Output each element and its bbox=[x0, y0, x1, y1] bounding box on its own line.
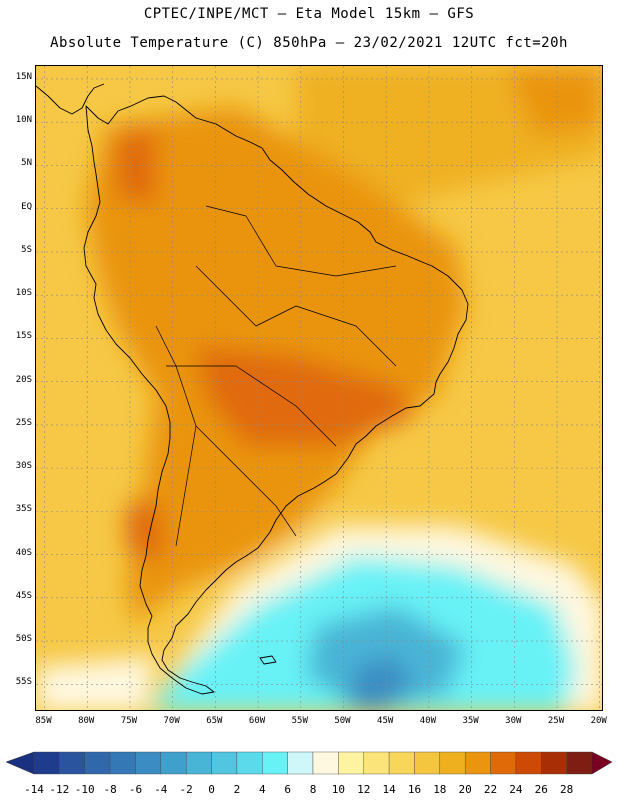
lat-tick-label: 15S bbox=[15, 331, 32, 342]
lon-tick-label: 25W bbox=[547, 716, 565, 726]
colorbar-tick-label: 6 bbox=[284, 783, 291, 796]
colorbar-tick-label: -8 bbox=[103, 783, 117, 796]
colorbar-overflow-triangle bbox=[591, 751, 613, 775]
lon-tick-label: 30W bbox=[505, 716, 522, 726]
colorbar-tick-label: 2 bbox=[233, 783, 241, 796]
colorbar-tick-label: 18 bbox=[433, 783, 447, 796]
colorbar-swatch bbox=[262, 751, 288, 775]
colorbar bbox=[5, 751, 613, 775]
lon-tick-label: 40W bbox=[419, 716, 437, 726]
colorbar-tick-label: -4 bbox=[154, 783, 168, 796]
colorbar-tick-label: -12 bbox=[49, 783, 70, 796]
colorbar-swatch bbox=[109, 751, 136, 775]
lon-tick-label: 70W bbox=[163, 716, 180, 726]
temperature-field bbox=[36, 66, 602, 710]
colorbar-tick-label: 12 bbox=[357, 783, 371, 796]
lat-tick-label: 40S bbox=[15, 547, 32, 558]
heat-core-center bbox=[196, 346, 416, 446]
colorbar-swatch bbox=[338, 751, 364, 775]
lat-tick-label: 45S bbox=[15, 590, 32, 601]
colorbar-swatch bbox=[236, 751, 263, 775]
lat-tick-label: 20S bbox=[15, 374, 32, 385]
lat-tick-label: EQ bbox=[21, 201, 32, 212]
colorbar-tick-label: 8 bbox=[309, 783, 317, 796]
colorbar-swatch bbox=[464, 751, 491, 775]
colorbar-tick-label: 28 bbox=[560, 783, 574, 796]
colorbar-swatch bbox=[84, 751, 111, 775]
lon-tick-label: 65W bbox=[206, 716, 223, 726]
lat-tick-label: 10N bbox=[15, 115, 32, 126]
colorbar-swatch bbox=[414, 751, 441, 775]
lat-tick-label: 55S bbox=[15, 677, 32, 688]
colorbar-tick-label: -14 bbox=[24, 783, 44, 796]
colorbar-swatch bbox=[211, 751, 238, 775]
lat-tick-label: 35S bbox=[15, 504, 32, 515]
south-america-coastline bbox=[83, 95, 469, 695]
colorbar-tick-label: 4 bbox=[258, 783, 266, 796]
lat-tick-label: 50S bbox=[15, 634, 32, 645]
colorbar-swatch bbox=[185, 751, 212, 775]
cold-core bbox=[346, 656, 416, 710]
lon-tick-label: 55W bbox=[291, 716, 308, 726]
lat-tick-label: 15N bbox=[15, 71, 32, 82]
colorbar-swatch bbox=[363, 751, 390, 775]
colorbar-tick-label: 16 bbox=[407, 783, 422, 796]
colorbar-swatch bbox=[312, 751, 339, 775]
falkland-islands bbox=[259, 655, 277, 665]
colorbar-tick-label: -2 bbox=[179, 783, 193, 796]
colorbar-swatch bbox=[33, 751, 60, 775]
colorbar-tick-label: -10 bbox=[74, 783, 95, 796]
lon-tick-label: 35W bbox=[462, 716, 479, 726]
colorbar-swatch bbox=[287, 751, 314, 775]
coastlines bbox=[36, 83, 469, 695]
colorbar-tick-label: 14 bbox=[382, 783, 396, 796]
lon-tick-label: 85W bbox=[35, 716, 52, 726]
central-america-coast bbox=[36, 83, 105, 115]
warm-northeast-core bbox=[506, 66, 602, 136]
temperature-map bbox=[35, 65, 603, 711]
heat-core-andes-north bbox=[116, 126, 156, 206]
colorbar-underflow-triangle bbox=[5, 751, 35, 775]
colorbar-tick-label: 22 bbox=[483, 783, 498, 796]
lon-tick-label: 75W bbox=[120, 716, 138, 726]
lat-tick-label: 30S bbox=[15, 461, 32, 472]
lon-tick-label: 20W bbox=[590, 716, 607, 726]
colorbar-swatch bbox=[135, 751, 162, 775]
colorbar-tick-label: -6 bbox=[128, 783, 143, 796]
colorbar-tick-label: 26 bbox=[534, 783, 548, 796]
colorbar-swatch bbox=[490, 751, 517, 775]
colorbar-swatch bbox=[59, 751, 85, 775]
lat-tick-label: 25S bbox=[15, 417, 32, 428]
lon-tick-label: 60W bbox=[248, 716, 266, 726]
colorbar-swatch bbox=[388, 751, 415, 775]
lon-tick-label: 80W bbox=[78, 716, 95, 726]
lat-tick-label: 5N bbox=[21, 158, 32, 169]
colorbar-tick-label: 24 bbox=[509, 783, 523, 796]
lon-tick-label: 45W bbox=[377, 716, 394, 726]
lat-tick-label: 5S bbox=[21, 244, 32, 255]
map-title-line2: Absolute Temperature (C) 850hPa – 23/02/… bbox=[50, 35, 568, 51]
colorbar-swatch bbox=[439, 751, 466, 775]
colorbar-swatch bbox=[160, 751, 187, 775]
heat-core-patagonia bbox=[126, 496, 166, 566]
colorbar-swatch bbox=[541, 751, 567, 775]
colorbar-tick-label: 0 bbox=[208, 783, 215, 796]
lat-tick-label: 10S bbox=[15, 288, 32, 299]
map-title-line1: CPTEC/INPE/MCT – Eta Model 15km – GFS bbox=[143, 6, 475, 22]
cool-southwest bbox=[36, 656, 156, 710]
colorbar-swatch bbox=[515, 751, 542, 775]
colorbar-swatch bbox=[566, 751, 593, 775]
colorbar-tick-label: 10 bbox=[331, 783, 345, 796]
lon-tick-label: 50W bbox=[334, 716, 351, 726]
country-border-1 bbox=[155, 205, 397, 547]
colorbar-tick-label: 20 bbox=[458, 783, 472, 796]
